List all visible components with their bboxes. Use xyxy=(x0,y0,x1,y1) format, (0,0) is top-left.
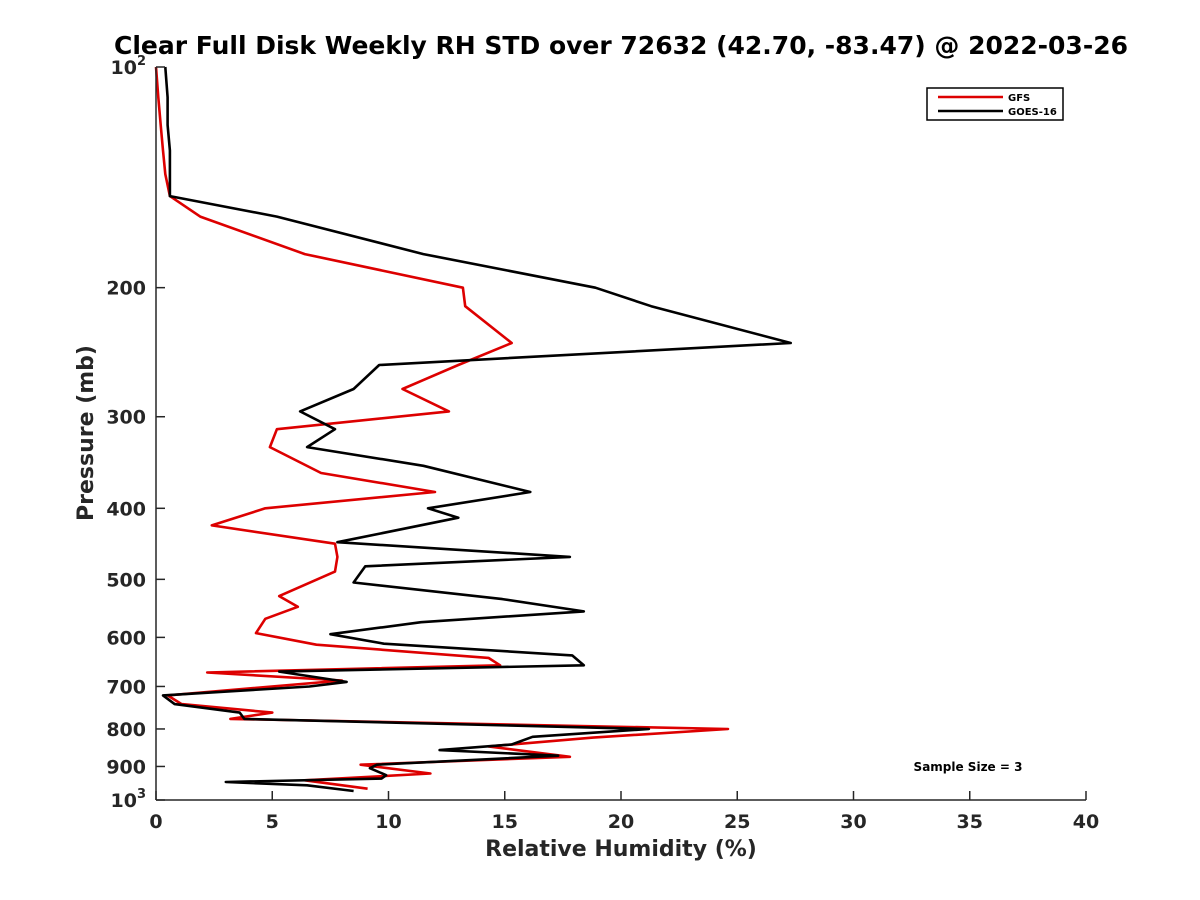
x-tick-label: 35 xyxy=(957,811,983,833)
y-tick-label: 800 xyxy=(106,719,146,741)
x-tick-label: 15 xyxy=(492,811,518,833)
y-tick-label: 102 xyxy=(111,54,147,79)
x-ticks: 0 5 10 15 20 25 30 35 40 xyxy=(149,791,1099,833)
x-tick-label: 20 xyxy=(608,811,634,833)
x-tick-label: 0 xyxy=(149,811,162,833)
y-tick-label: 500 xyxy=(106,569,146,591)
x-tick-label: 30 xyxy=(840,811,866,833)
y-tick-label: 103 xyxy=(111,787,147,812)
y-tick-label: 300 xyxy=(106,407,146,429)
y-tick-label: 900 xyxy=(106,756,146,778)
legend-label-goes: GOES-16 xyxy=(1008,107,1057,118)
y-tick-label: 600 xyxy=(106,627,146,649)
y-tick-label: 400 xyxy=(106,498,146,520)
chart-title: Clear Full Disk Weekly RH STD over 72632… xyxy=(114,31,1128,60)
plot-series xyxy=(154,66,792,793)
series-line-gfs xyxy=(154,66,730,790)
legend-label-gfs: GFS xyxy=(1008,93,1030,104)
x-tick-label: 25 xyxy=(724,811,750,833)
legend-box xyxy=(926,87,1064,121)
x-tick-label: 5 xyxy=(266,811,279,833)
y-tick-label: 200 xyxy=(106,278,146,300)
x-tick-label: 40 xyxy=(1073,811,1099,833)
series-line-goes-16 xyxy=(161,66,792,793)
legend: GFS GOES-16 xyxy=(926,87,1064,121)
y-tick-label: 700 xyxy=(106,676,146,698)
sample-size-annotation: Sample Size = 3 xyxy=(914,760,1023,774)
x-tick-label: 10 xyxy=(375,811,401,833)
x-axis-label: Relative Humidity (%) xyxy=(485,837,757,862)
y-axis-label: Pressure (mb) xyxy=(74,345,99,521)
y-ticks: 102 200 300 400 500 600 700 800 900 103 xyxy=(106,54,165,812)
